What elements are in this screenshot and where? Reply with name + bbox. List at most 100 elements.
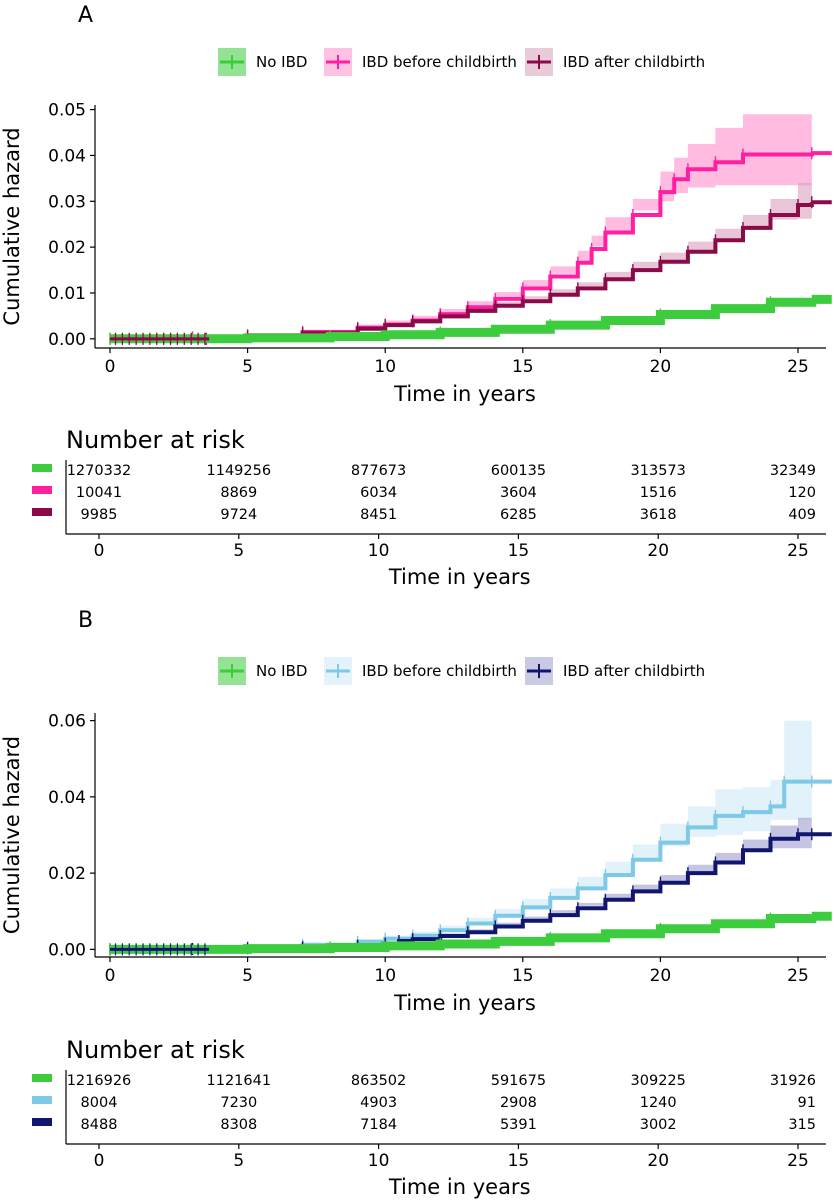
risk-x-tick-label: 15 bbox=[508, 541, 530, 561]
risk-value: 1216926 bbox=[67, 1073, 132, 1089]
x-tick-label: 25 bbox=[787, 357, 809, 377]
x-tick-label: 5 bbox=[242, 357, 253, 377]
x-tick-label: 15 bbox=[512, 966, 534, 986]
risk-x-tick-label: 0 bbox=[94, 1151, 105, 1171]
risk-x-tick-label: 10 bbox=[368, 541, 390, 561]
legend-label: No IBD bbox=[256, 53, 307, 71]
y-tick-label: 0.00 bbox=[48, 940, 86, 960]
risk-x-tick-label: 5 bbox=[233, 1151, 244, 1171]
risk-x-axis-title: Time in years bbox=[388, 565, 531, 589]
x-tick-label: 25 bbox=[787, 966, 809, 986]
risk-value: 8004 bbox=[81, 1095, 118, 1111]
risk-value: 32349 bbox=[770, 463, 816, 479]
panel-b: B No IBD IBD before childbirth IBD after ch… bbox=[0, 608, 832, 1199]
y-tick-label: 0.05 bbox=[48, 101, 86, 121]
risk-value: 9985 bbox=[81, 507, 118, 523]
x-tick-label: 0 bbox=[105, 966, 116, 986]
y-tick-label: 0.01 bbox=[48, 284, 86, 304]
risk-value: 9724 bbox=[220, 507, 257, 523]
risk-row-swatch bbox=[32, 464, 52, 472]
series-line-no-ibd bbox=[110, 914, 817, 954]
risk-value: 1270332 bbox=[67, 463, 132, 479]
risk-x-tick-label: 20 bbox=[647, 541, 669, 561]
x-axis-title: Time in years bbox=[393, 382, 536, 406]
risk-value: 591675 bbox=[491, 1073, 546, 1089]
risk-value: 315 bbox=[788, 1117, 816, 1133]
risk-x-tick-label: 10 bbox=[368, 1151, 390, 1171]
ci-band-ibd-before-childbirth bbox=[110, 720, 812, 950]
risk-table-title: Number at risk bbox=[66, 1036, 245, 1064]
risk-x-tick-label: 25 bbox=[787, 541, 809, 561]
risk-value: 6034 bbox=[360, 485, 397, 501]
risk-x-tick-label: 25 bbox=[787, 1151, 809, 1171]
y-tick-label: 0.00 bbox=[48, 330, 86, 350]
x-tick-label: 15 bbox=[512, 357, 534, 377]
risk-row-swatch bbox=[32, 486, 52, 494]
risk-x-tick-label: 5 bbox=[233, 541, 244, 561]
risk-value: 3604 bbox=[500, 485, 537, 501]
risk-row-swatch bbox=[32, 1074, 52, 1082]
y-tick-label: 0.03 bbox=[48, 192, 86, 212]
legend-label: No IBD bbox=[256, 662, 307, 680]
risk-value: 1121641 bbox=[207, 1073, 272, 1089]
risk-value: 1149256 bbox=[207, 463, 272, 479]
risk-value: 7230 bbox=[220, 1095, 257, 1111]
risk-value: 8869 bbox=[220, 485, 257, 501]
risk-x-tick-label: 15 bbox=[508, 1151, 530, 1171]
y-tick-label: 0.06 bbox=[48, 712, 86, 732]
risk-value: 600135 bbox=[491, 463, 546, 479]
legend-label: IBD before childbirth bbox=[362, 53, 517, 71]
series-line-ibd-after-childbirth bbox=[206, 202, 814, 341]
y-axis-title: Cumulative hazard bbox=[0, 127, 24, 325]
risk-value: 2908 bbox=[500, 1095, 537, 1111]
ci-band-ibd-before-childbirth bbox=[110, 114, 812, 339]
risk-table-title: Number at risk bbox=[66, 426, 245, 454]
x-tick-label: 5 bbox=[242, 966, 253, 986]
risk-value: 31926 bbox=[770, 1073, 816, 1089]
risk-value: 309225 bbox=[631, 1073, 686, 1089]
y-tick-label: 0.04 bbox=[48, 788, 86, 808]
risk-value: 8488 bbox=[81, 1117, 118, 1133]
risk-value: 409 bbox=[788, 507, 816, 523]
risk-value: 877673 bbox=[351, 463, 406, 479]
risk-x-axis-title: Time in years bbox=[388, 1175, 531, 1199]
panel-a: A No IBD IBD before childbirth IBD after ch… bbox=[0, 3, 832, 589]
risk-value: 10041 bbox=[76, 485, 122, 501]
x-tick-label: 10 bbox=[374, 357, 396, 377]
risk-value: 1516 bbox=[640, 485, 677, 501]
y-tick-label: 0.02 bbox=[48, 238, 86, 258]
risk-value: 863502 bbox=[351, 1073, 406, 1089]
legend-label: IBD after childbirth bbox=[563, 53, 705, 71]
risk-value: 1240 bbox=[640, 1095, 677, 1111]
legend-label: IBD before childbirth bbox=[362, 662, 517, 680]
risk-value: 4903 bbox=[360, 1095, 397, 1111]
risk-value: 3002 bbox=[640, 1117, 677, 1133]
risk-value: 8308 bbox=[220, 1117, 257, 1133]
x-axis-title: Time in years bbox=[393, 991, 536, 1015]
risk-value: 91 bbox=[798, 1095, 816, 1111]
x-tick-label: 0 bbox=[105, 357, 116, 377]
risk-x-tick-label: 0 bbox=[94, 541, 105, 561]
x-tick-label: 20 bbox=[650, 966, 672, 986]
risk-value: 3618 bbox=[640, 507, 677, 523]
y-axis-title: Cumulative hazard bbox=[0, 736, 24, 934]
risk-value: 6285 bbox=[500, 507, 537, 523]
risk-value: 313573 bbox=[631, 463, 686, 479]
x-tick-label: 10 bbox=[374, 966, 396, 986]
risk-row-swatch bbox=[32, 1118, 52, 1126]
ci-band-ibd-after-childbirth bbox=[206, 176, 812, 339]
panel-label: A bbox=[78, 3, 93, 28]
risk-x-tick-label: 20 bbox=[647, 1151, 669, 1171]
y-tick-label: 0.04 bbox=[48, 146, 86, 166]
risk-value: 8451 bbox=[360, 507, 397, 523]
risk-row-swatch bbox=[32, 508, 52, 516]
legend-label: IBD after childbirth bbox=[563, 662, 705, 680]
y-tick-label: 0.02 bbox=[48, 864, 86, 884]
panel-label: B bbox=[78, 608, 93, 633]
risk-value: 5391 bbox=[500, 1117, 537, 1133]
series-line-no-ibd bbox=[110, 297, 817, 344]
x-tick-label: 20 bbox=[650, 357, 672, 377]
risk-value: 7184 bbox=[360, 1117, 397, 1133]
risk-row-swatch bbox=[32, 1096, 52, 1104]
